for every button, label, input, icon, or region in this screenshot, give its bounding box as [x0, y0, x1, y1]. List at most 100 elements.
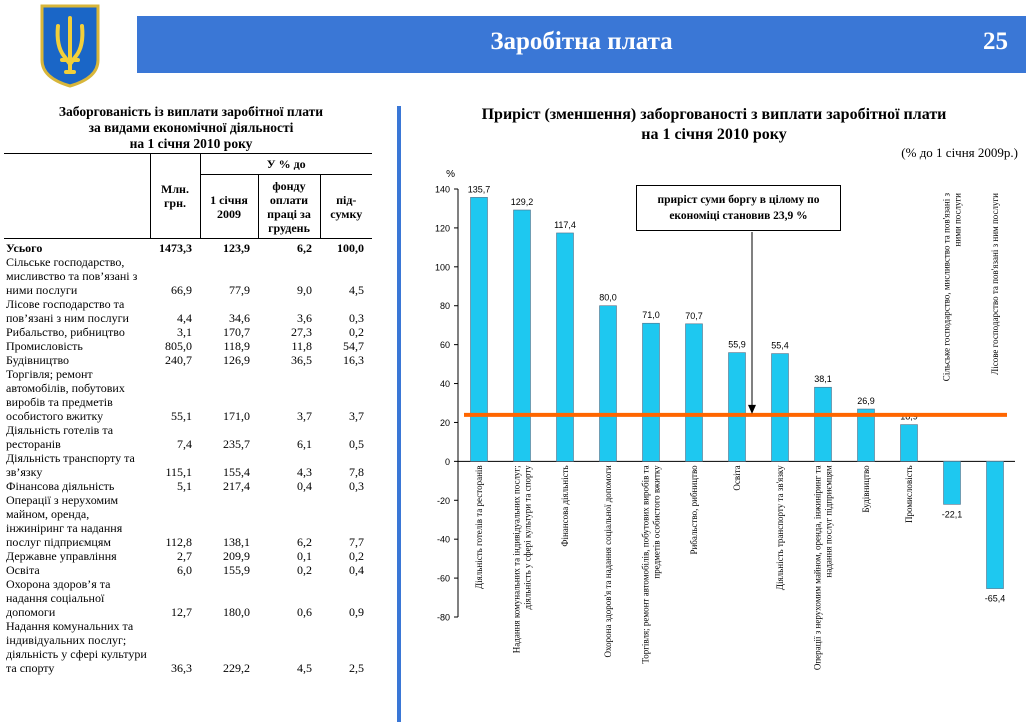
- category-label: діяльність у сфері культури та спорту: [523, 465, 533, 610]
- debt-table: Млн. грн. У % до 1 січня 2009 фонду опла…: [4, 153, 372, 675]
- bar-value-label: -65,4: [985, 594, 1006, 604]
- annotation-line: економіці становив 23,9 %: [669, 210, 808, 222]
- y-tick-label: -20: [437, 496, 450, 506]
- cell-share: 0,2: [349, 325, 364, 339]
- bar: [642, 322, 660, 462]
- bar: [685, 323, 703, 462]
- y-tick-label: 0: [445, 457, 450, 467]
- row-label: Рибальство, рибництво: [6, 325, 125, 339]
- category-label: надання послуг підприємцям: [824, 465, 834, 577]
- cell-share: 0,3: [349, 311, 364, 325]
- col-fund: фонду оплати праці за грудень: [257, 174, 320, 239]
- col-jan-2009: 1 січня 2009: [199, 174, 258, 239]
- cell-share: 2,5: [349, 661, 364, 675]
- cell-jan-2009: 126,9: [223, 353, 250, 367]
- chart-title-line: Приріст (зменшення) заборгованості з вип…: [481, 106, 947, 123]
- table-row: Будівництво 240,7 126,9 36,5 16,3: [4, 353, 372, 367]
- bar: [556, 232, 574, 462]
- table-header-blank-2: [4, 175, 150, 239]
- cell-fund: 3,6: [297, 311, 312, 325]
- cell-fund: 3,7: [297, 409, 312, 423]
- cell-jan-2009: 155,9: [223, 563, 250, 577]
- chart-title: Приріст (зменшення) заборгованості з вип…: [402, 105, 1026, 145]
- y-tick-label: 100: [435, 262, 450, 272]
- col-total: під-сумку: [319, 174, 372, 239]
- table-title-line: на 1 січня 2010 року: [129, 136, 253, 151]
- cell-jan-2009: 77,9: [229, 283, 250, 297]
- row-label: Сільське господарство, мисливство та пов…: [6, 255, 138, 297]
- cell-fund: 0,4: [297, 479, 312, 493]
- bar: [513, 209, 531, 462]
- table-row: Усього 1473,3 123,9 6,2 100,0: [4, 239, 372, 256]
- annotation-box: приріст суми боргу в цілому по економіці…: [636, 185, 841, 231]
- y-tick-label: -40: [437, 535, 450, 545]
- table-row: Фінансова діяльність 5,1 217,4 0,4 0,3: [4, 479, 372, 493]
- cell-share: 0,3: [349, 479, 364, 493]
- category-label: Сільське господарство, мисливство та пов…: [942, 193, 952, 382]
- annotation-line: приріст суми боргу в цілому по: [657, 194, 820, 206]
- table-row: Освіта 6,0 155,9 0,2 0,4: [4, 563, 372, 577]
- cell-jan-2009: 235,7: [223, 437, 250, 451]
- header-bar: Заробітна плата 25: [137, 16, 1026, 73]
- table-row: Торгівля; ремонт автомобілів, побутових …: [4, 367, 372, 423]
- table-row: Охорона здоров’я та надання соціальної д…: [4, 577, 372, 619]
- cell-fund: 6,2: [297, 241, 312, 255]
- category-label: предметів особистого вжитку: [652, 465, 662, 579]
- row-label: Торгівля; ремонт автомобілів, побутових …: [6, 367, 125, 423]
- bar-value-label: -22,1: [942, 509, 963, 519]
- row-label: Операції з нерухомим майном, оренда, інж…: [6, 493, 123, 549]
- page-title: Заробітна плата: [490, 28, 673, 55]
- category-label: Будівництво: [861, 465, 871, 513]
- bar-value-label: 70,7: [685, 311, 703, 321]
- y-axis-label: %: [446, 169, 455, 180]
- cell-fund: 0,2: [297, 563, 312, 577]
- y-tick-label: -80: [437, 613, 450, 623]
- cell-share: 0,9: [349, 605, 364, 619]
- cell-share: 4,5: [349, 283, 364, 297]
- cell-mln: 66,9: [171, 283, 192, 297]
- cell-share: 3,7: [349, 409, 364, 423]
- table-row: Надання комунальних та індивідуальних по…: [4, 619, 372, 675]
- table-row: Сільське господарство, мисливство та пов…: [4, 255, 372, 297]
- bar: [900, 424, 918, 462]
- row-label: Усього: [6, 241, 43, 255]
- bar: [599, 305, 617, 462]
- bar: [771, 353, 789, 462]
- bar: [943, 461, 961, 505]
- cell-fund: 6,2: [297, 535, 312, 549]
- cell-share: 54,7: [343, 339, 364, 353]
- cell-share: 0,5: [349, 437, 364, 451]
- col-group-percent: У % до: [199, 153, 372, 175]
- table-row: Промисловість 805,0 118,9 11,8 54,7: [4, 339, 372, 353]
- row-label: Промисловість: [6, 339, 83, 353]
- y-tick-label: 60: [440, 340, 450, 350]
- chart-title-line: на 1 січня 2010 року: [641, 126, 787, 143]
- row-label: Надання комунальних та індивідуальних по…: [6, 619, 147, 675]
- table-title: Заборгованість із виплати заробітної пла…: [0, 104, 382, 152]
- row-label: Фінансова діяльність: [6, 479, 115, 493]
- category-label: Лісове господарство та пов'язані з ним п…: [990, 193, 1000, 375]
- bar-value-label: 71,0: [642, 310, 660, 320]
- cell-fund: 36,5: [291, 353, 312, 367]
- cell-jan-2009: 138,1: [223, 535, 250, 549]
- cell-share: 7,8: [349, 465, 364, 479]
- cell-share: 0,2: [349, 549, 364, 563]
- table-header-blank: [4, 153, 150, 175]
- cell-share: 7,7: [349, 535, 364, 549]
- bar: [814, 386, 832, 462]
- bar-value-label: 129,2: [511, 197, 534, 207]
- y-tick-label: 40: [440, 379, 450, 389]
- cell-jan-2009: 170,7: [223, 325, 250, 339]
- table-row: Державне управління 2,7 209,9 0,1 0,2: [4, 549, 372, 563]
- cell-fund: 4,3: [297, 465, 312, 479]
- category-label: Рибальство, рибництво: [689, 465, 699, 555]
- cell-fund: 11,8: [291, 339, 312, 353]
- table-row: Операції з нерухомим майном, оренда, інж…: [4, 493, 372, 549]
- cell-mln: 2,7: [177, 549, 192, 563]
- cell-mln: 36,3: [171, 661, 192, 675]
- cell-jan-2009: 217,4: [223, 479, 250, 493]
- category-label: Операції з нерухомим майном, оренда, інж…: [813, 465, 823, 670]
- cell-fund: 0,6: [297, 605, 312, 619]
- cell-fund: 6,1: [297, 437, 312, 451]
- category-label: Торгівля; ремонт автомобілів, побутових …: [641, 465, 651, 663]
